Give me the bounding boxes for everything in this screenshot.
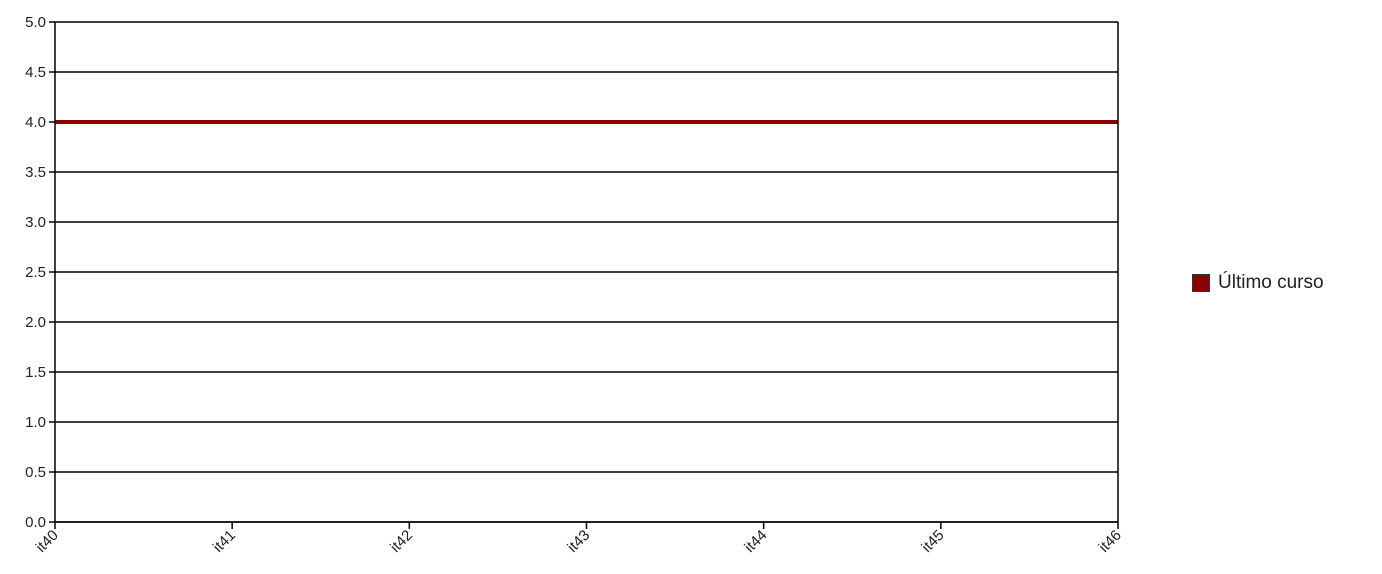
y-tick-label: 3.5 xyxy=(25,164,46,181)
grid-lines xyxy=(55,21,1118,523)
y-tick-label: 4.0 xyxy=(25,114,46,131)
y-axis-ticks: 0.0 0.5 1.0 1.5 2.0 2.5 3.0 3.5 4.0 4.5 5.0 xyxy=(25,14,55,531)
x-tick-label: it46 xyxy=(1096,527,1125,556)
y-tick-label: 2.0 xyxy=(25,314,46,331)
x-tick-label: it45 xyxy=(919,527,948,556)
y-tick-label: 1.0 xyxy=(25,414,46,431)
y-tick-label: 0.0 xyxy=(25,514,46,531)
x-axis-ticks: it40 it41 it42 it43 it44 it45 it46 xyxy=(33,522,1125,556)
legend: Último curso xyxy=(1192,272,1324,294)
x-tick-label: it40 xyxy=(33,527,62,556)
x-tick-label: it41 xyxy=(210,527,239,556)
plot-frame xyxy=(54,22,1119,523)
y-tick-label: 0.5 xyxy=(25,464,46,481)
x-tick-label: it42 xyxy=(387,527,416,556)
y-tick-label: 1.5 xyxy=(25,364,46,381)
y-tick-label: 3.0 xyxy=(25,214,46,231)
legend-swatch xyxy=(1192,274,1210,292)
x-tick-label: it44 xyxy=(741,527,770,556)
y-tick-label: 2.5 xyxy=(25,264,46,281)
y-tick-label: 4.5 xyxy=(25,64,46,81)
x-tick-label: it43 xyxy=(564,527,593,556)
legend-label: Último curso xyxy=(1218,272,1324,293)
y-tick-label: 5.0 xyxy=(25,14,46,31)
